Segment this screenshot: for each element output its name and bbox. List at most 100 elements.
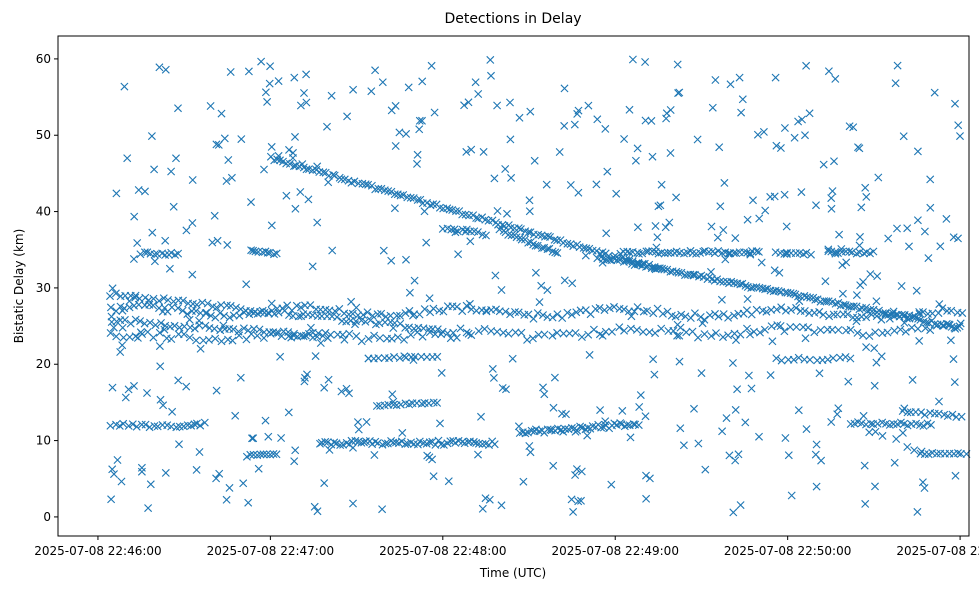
data-point-marker (698, 319, 707, 328)
data-point-marker (711, 76, 720, 84)
data-point-marker (657, 180, 666, 189)
data-point-marker (112, 189, 121, 198)
data-point-marker (299, 332, 308, 341)
data-point-marker (652, 243, 661, 252)
data-point-marker (792, 303, 801, 312)
data-point-marker (296, 303, 305, 312)
data-point-marker (491, 271, 500, 280)
data-point-marker (306, 301, 315, 310)
x-tick-label: 2025-07-08 22:51:00 (896, 544, 979, 558)
data-point-marker (228, 336, 237, 345)
data-point-marker (829, 354, 838, 363)
data-point-marker (413, 150, 422, 159)
data-point-marker (862, 313, 871, 322)
data-point-marker (697, 369, 706, 378)
data-point-marker (400, 335, 408, 344)
data-point-marker (161, 236, 170, 245)
data-point-marker (204, 335, 213, 344)
data-point-marker (720, 178, 729, 187)
data-point-marker (645, 474, 654, 483)
data-point-marker (719, 226, 728, 234)
data-point-marker (900, 404, 909, 413)
plot-frame (57, 35, 970, 537)
data-point-marker (490, 440, 499, 449)
data-point-marker (650, 370, 659, 379)
data-point-marker (724, 313, 733, 322)
y-tick-label: 30 (36, 281, 51, 295)
data-point-marker (919, 421, 928, 430)
data-point-marker (429, 200, 438, 209)
data-point-marker (364, 354, 373, 363)
data-point-marker (298, 160, 307, 169)
data-point-marker (560, 276, 569, 285)
data-point-marker (722, 414, 731, 423)
x-tick-label: 2025-07-08 22:48:00 (379, 544, 506, 558)
data-point-marker (782, 222, 791, 231)
data-point-marker (287, 333, 296, 342)
data-point-marker (595, 303, 604, 312)
data-point-marker (733, 385, 742, 394)
data-point-marker (913, 507, 922, 516)
data-point-marker (736, 501, 745, 510)
data-point-marker (610, 419, 619, 428)
data-point-marker (291, 446, 300, 455)
data-point-marker (216, 309, 225, 317)
data-point-marker (749, 283, 758, 292)
data-point-marker (108, 284, 117, 293)
data-point-marker (156, 395, 165, 404)
data-point-marker (161, 65, 170, 74)
data-point-marker (244, 498, 253, 507)
data-point-marker (829, 310, 838, 319)
data-point-marker (425, 325, 433, 334)
data-point-marker (200, 418, 209, 427)
data-point-marker (825, 312, 834, 321)
data-point-marker (130, 212, 139, 221)
data-point-marker (630, 307, 639, 316)
data-point-marker (676, 424, 685, 433)
data-point-marker (894, 310, 902, 319)
data-point-marker (658, 309, 667, 318)
data-point-marker (324, 375, 333, 384)
data-point-marker (852, 317, 861, 326)
data-point-marker (497, 286, 506, 294)
data-point-marker (137, 463, 146, 472)
data-point-marker (291, 132, 299, 141)
data-point-marker (800, 307, 809, 315)
data-point-marker (263, 248, 272, 257)
data-point-marker (150, 257, 159, 266)
data-point-marker (852, 249, 861, 258)
data-point-marker (196, 421, 205, 430)
data-point-marker (120, 82, 129, 91)
data-point-marker (572, 308, 581, 317)
data-point-marker (801, 131, 809, 140)
data-point-marker (514, 422, 523, 431)
data-point-marker (308, 262, 317, 271)
data-point-marker (634, 421, 643, 430)
data-point-marker (155, 328, 164, 337)
data-point-marker (219, 321, 228, 330)
data-point-marker (873, 419, 882, 428)
data-point-marker (474, 327, 483, 336)
data-point-marker (529, 240, 538, 249)
data-point-marker (795, 297, 804, 306)
data-point-marker (375, 334, 384, 342)
data-point-marker (550, 373, 559, 382)
data-point-marker (175, 440, 183, 449)
data-point-marker (294, 312, 303, 321)
data-point-marker (530, 156, 539, 165)
data-point-marker (304, 195, 313, 204)
data-point-marker (501, 307, 510, 316)
data-point-marker (300, 89, 308, 97)
data-point-marker (907, 323, 916, 332)
data-point-marker (677, 268, 686, 277)
data-point-marker (503, 209, 511, 218)
data-point-marker (410, 276, 419, 285)
data-point-marker (183, 421, 192, 430)
data-point-marker (437, 330, 446, 339)
data-point-marker (405, 306, 414, 315)
data-point-marker (694, 333, 702, 342)
data-point-marker (671, 312, 680, 321)
data-point-marker (155, 296, 164, 305)
data-point-marker (762, 307, 771, 316)
data-point-marker (938, 321, 947, 330)
